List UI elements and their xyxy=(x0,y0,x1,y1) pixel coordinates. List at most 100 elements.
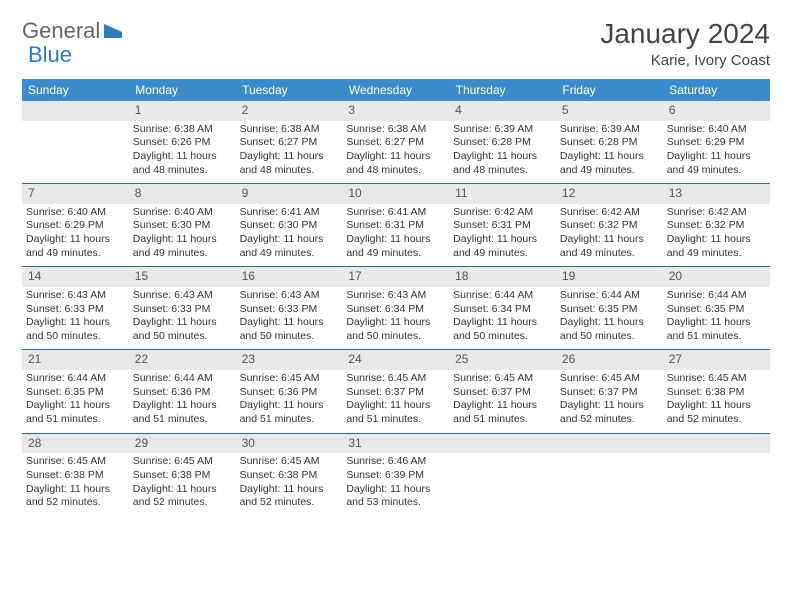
day2-text: and 50 minutes. xyxy=(240,330,339,344)
logo-flag-icon xyxy=(104,24,122,38)
day2-text: and 49 minutes. xyxy=(26,247,125,261)
day-cell: Sunrise: 6:38 AMSunset: 6:27 PMDaylight:… xyxy=(342,121,449,184)
sunset-text: Sunset: 6:38 PM xyxy=(26,469,125,483)
day-number: 28 xyxy=(22,433,129,453)
logo: General xyxy=(22,18,122,44)
day2-text: and 51 minutes. xyxy=(453,413,552,427)
day1-text: Daylight: 11 hours xyxy=(133,399,232,413)
day-cell: Sunrise: 6:44 AMSunset: 6:34 PMDaylight:… xyxy=(449,287,556,350)
sunset-text: Sunset: 6:29 PM xyxy=(667,136,766,150)
sunrise-text: Sunrise: 6:40 AM xyxy=(26,206,125,220)
day-number: 5 xyxy=(556,101,663,121)
sunrise-text: Sunrise: 6:44 AM xyxy=(133,372,232,386)
day-number xyxy=(556,433,663,453)
day-header-row: SundayMondayTuesdayWednesdayThursdayFrid… xyxy=(22,79,770,101)
day1-text: Daylight: 11 hours xyxy=(26,233,125,247)
day2-text: and 50 minutes. xyxy=(26,330,125,344)
day-cell: Sunrise: 6:44 AMSunset: 6:36 PMDaylight:… xyxy=(129,370,236,433)
sunrise-text: Sunrise: 6:38 AM xyxy=(346,123,445,137)
sunset-text: Sunset: 6:38 PM xyxy=(133,469,232,483)
day-number: 12 xyxy=(556,184,663,204)
day-header: Monday xyxy=(129,79,236,101)
day2-text: and 51 minutes. xyxy=(26,413,125,427)
location-label: Karie, Ivory Coast xyxy=(600,52,770,69)
day1-text: Daylight: 11 hours xyxy=(240,316,339,330)
sunset-text: Sunset: 6:34 PM xyxy=(453,303,552,317)
sunset-text: Sunset: 6:27 PM xyxy=(240,136,339,150)
day2-text: and 48 minutes. xyxy=(240,164,339,178)
day2-text: and 50 minutes. xyxy=(346,330,445,344)
day-number: 7 xyxy=(22,184,129,204)
content-row: Sunrise: 6:43 AMSunset: 6:33 PMDaylight:… xyxy=(22,287,770,350)
day-cell: Sunrise: 6:46 AMSunset: 6:39 PMDaylight:… xyxy=(342,453,449,516)
sunrise-text: Sunrise: 6:45 AM xyxy=(453,372,552,386)
day1-text: Daylight: 11 hours xyxy=(667,316,766,330)
day-cell: Sunrise: 6:38 AMSunset: 6:27 PMDaylight:… xyxy=(236,121,343,184)
day-cell: Sunrise: 6:41 AMSunset: 6:31 PMDaylight:… xyxy=(342,204,449,267)
sunset-text: Sunset: 6:38 PM xyxy=(667,386,766,400)
title-block: January 2024 Karie, Ivory Coast xyxy=(600,18,770,69)
sunrise-text: Sunrise: 6:44 AM xyxy=(560,289,659,303)
day-number: 14 xyxy=(22,267,129,287)
sunrise-text: Sunrise: 6:44 AM xyxy=(26,372,125,386)
day-cell: Sunrise: 6:45 AMSunset: 6:38 PMDaylight:… xyxy=(663,370,770,433)
day-cell xyxy=(449,453,556,516)
day1-text: Daylight: 11 hours xyxy=(560,233,659,247)
day-cell: Sunrise: 6:45 AMSunset: 6:38 PMDaylight:… xyxy=(129,453,236,516)
day-cell: Sunrise: 6:43 AMSunset: 6:33 PMDaylight:… xyxy=(22,287,129,350)
day-number: 23 xyxy=(236,350,343,370)
day-cell: Sunrise: 6:40 AMSunset: 6:29 PMDaylight:… xyxy=(22,204,129,267)
sunrise-text: Sunrise: 6:43 AM xyxy=(346,289,445,303)
day-cell: Sunrise: 6:39 AMSunset: 6:28 PMDaylight:… xyxy=(556,121,663,184)
day-number: 1 xyxy=(129,101,236,121)
day-number: 9 xyxy=(236,184,343,204)
sunset-text: Sunset: 6:32 PM xyxy=(560,219,659,233)
sunset-text: Sunset: 6:34 PM xyxy=(346,303,445,317)
sunrise-text: Sunrise: 6:43 AM xyxy=(133,289,232,303)
sunset-text: Sunset: 6:31 PM xyxy=(346,219,445,233)
month-title: January 2024 xyxy=(600,18,770,50)
sunrise-text: Sunrise: 6:40 AM xyxy=(133,206,232,220)
sunrise-text: Sunrise: 6:42 AM xyxy=(453,206,552,220)
sunset-text: Sunset: 6:38 PM xyxy=(240,469,339,483)
day-cell: Sunrise: 6:43 AMSunset: 6:34 PMDaylight:… xyxy=(342,287,449,350)
day2-text: and 49 minutes. xyxy=(667,247,766,261)
day-number xyxy=(663,433,770,453)
day-number: 25 xyxy=(449,350,556,370)
daynum-row: 78910111213 xyxy=(22,184,770,204)
day-cell: Sunrise: 6:45 AMSunset: 6:38 PMDaylight:… xyxy=(22,453,129,516)
day-cell: Sunrise: 6:44 AMSunset: 6:35 PMDaylight:… xyxy=(22,370,129,433)
day-cell: Sunrise: 6:45 AMSunset: 6:37 PMDaylight:… xyxy=(342,370,449,433)
day-number: 18 xyxy=(449,267,556,287)
day1-text: Daylight: 11 hours xyxy=(240,150,339,164)
day2-text: and 50 minutes. xyxy=(453,330,552,344)
sunset-text: Sunset: 6:36 PM xyxy=(240,386,339,400)
sunset-text: Sunset: 6:32 PM xyxy=(667,219,766,233)
day1-text: Daylight: 11 hours xyxy=(560,399,659,413)
daynum-row: 21222324252627 xyxy=(22,350,770,370)
sunrise-text: Sunrise: 6:43 AM xyxy=(26,289,125,303)
day1-text: Daylight: 11 hours xyxy=(133,233,232,247)
day2-text: and 52 minutes. xyxy=(133,496,232,510)
sunset-text: Sunset: 6:30 PM xyxy=(133,219,232,233)
day1-text: Daylight: 11 hours xyxy=(133,150,232,164)
sunrise-text: Sunrise: 6:45 AM xyxy=(240,455,339,469)
sunrise-text: Sunrise: 6:40 AM xyxy=(667,123,766,137)
day-number: 29 xyxy=(129,433,236,453)
day-cell: Sunrise: 6:42 AMSunset: 6:32 PMDaylight:… xyxy=(556,204,663,267)
day-number: 20 xyxy=(663,267,770,287)
day-cell: Sunrise: 6:45 AMSunset: 6:38 PMDaylight:… xyxy=(236,453,343,516)
sunrise-text: Sunrise: 6:45 AM xyxy=(240,372,339,386)
day-number: 3 xyxy=(342,101,449,121)
day-cell: Sunrise: 6:42 AMSunset: 6:31 PMDaylight:… xyxy=(449,204,556,267)
day1-text: Daylight: 11 hours xyxy=(240,483,339,497)
day1-text: Daylight: 11 hours xyxy=(453,316,552,330)
day2-text: and 49 minutes. xyxy=(133,247,232,261)
sunrise-text: Sunrise: 6:38 AM xyxy=(240,123,339,137)
day-header: Saturday xyxy=(663,79,770,101)
sunset-text: Sunset: 6:35 PM xyxy=(667,303,766,317)
day-cell: Sunrise: 6:39 AMSunset: 6:28 PMDaylight:… xyxy=(449,121,556,184)
sunset-text: Sunset: 6:33 PM xyxy=(26,303,125,317)
day1-text: Daylight: 11 hours xyxy=(133,316,232,330)
day1-text: Daylight: 11 hours xyxy=(667,233,766,247)
